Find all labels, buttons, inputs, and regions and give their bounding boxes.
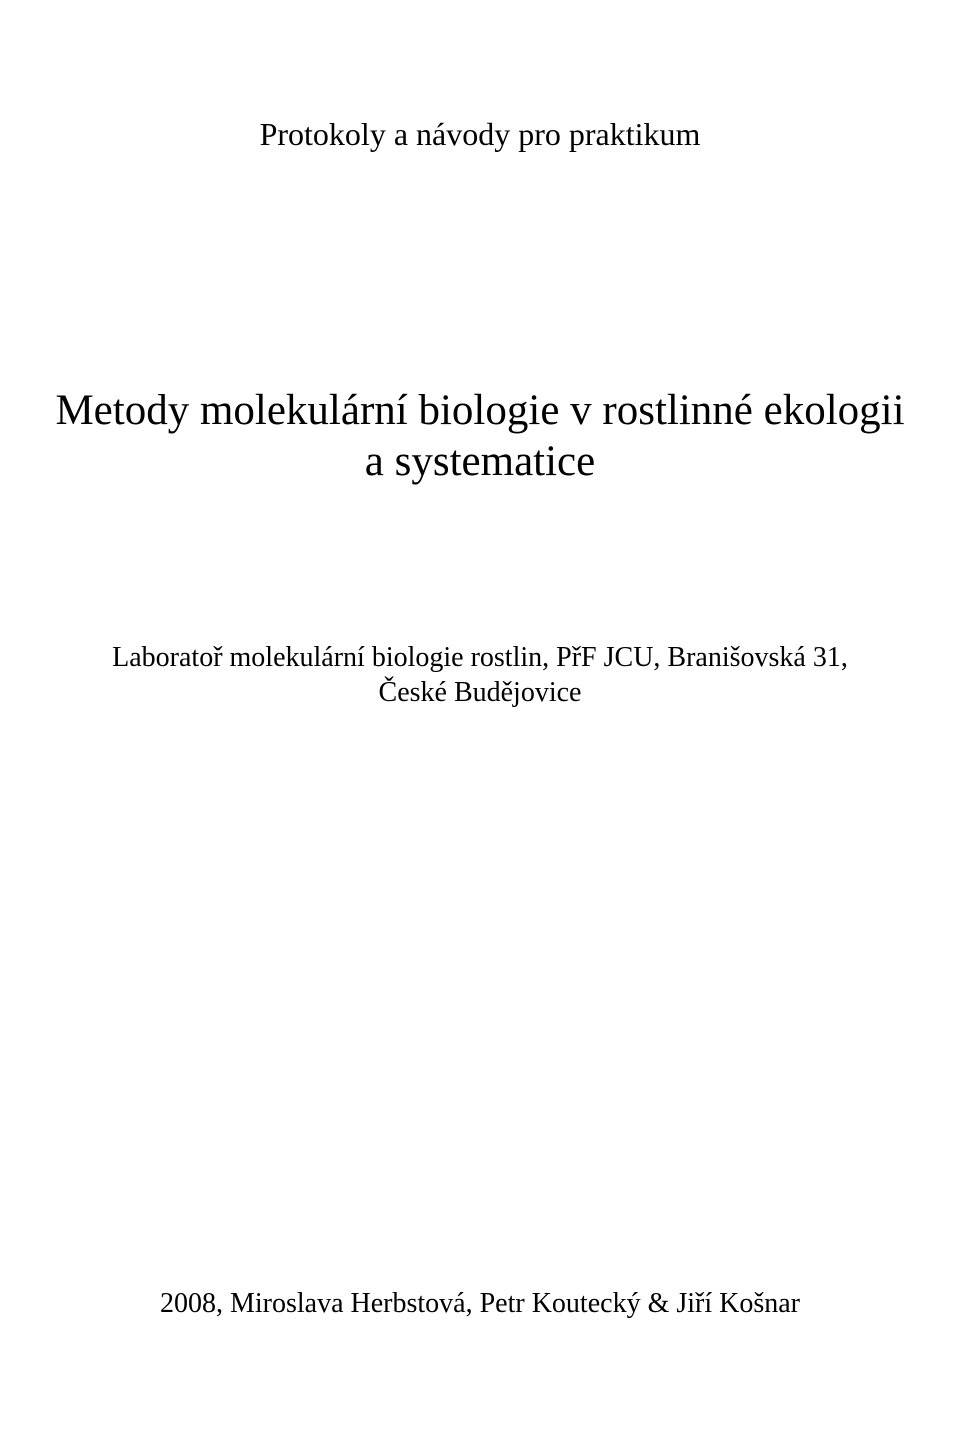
main-title: Metody molekulární biologie v rostlinné … (0, 386, 960, 487)
authors-footer: 2008, Miroslava Herbstová, Petr Koutecký… (0, 1288, 960, 1320)
main-title-line-1: Metody molekulární biologie v rostlinné … (0, 386, 960, 437)
page: Protokoly a návody pro praktikum Metody … (0, 0, 960, 1440)
lab-address-line-2: České Budějovice (0, 675, 960, 710)
main-title-line-2: a systematice (0, 437, 960, 488)
lab-address: Laboratoř molekulární biologie rostlin, … (0, 640, 960, 710)
lab-address-line-1: Laboratoř molekulární biologie rostlin, … (0, 640, 960, 675)
pretitle-line: Protokoly a návody pro praktikum (0, 116, 960, 153)
